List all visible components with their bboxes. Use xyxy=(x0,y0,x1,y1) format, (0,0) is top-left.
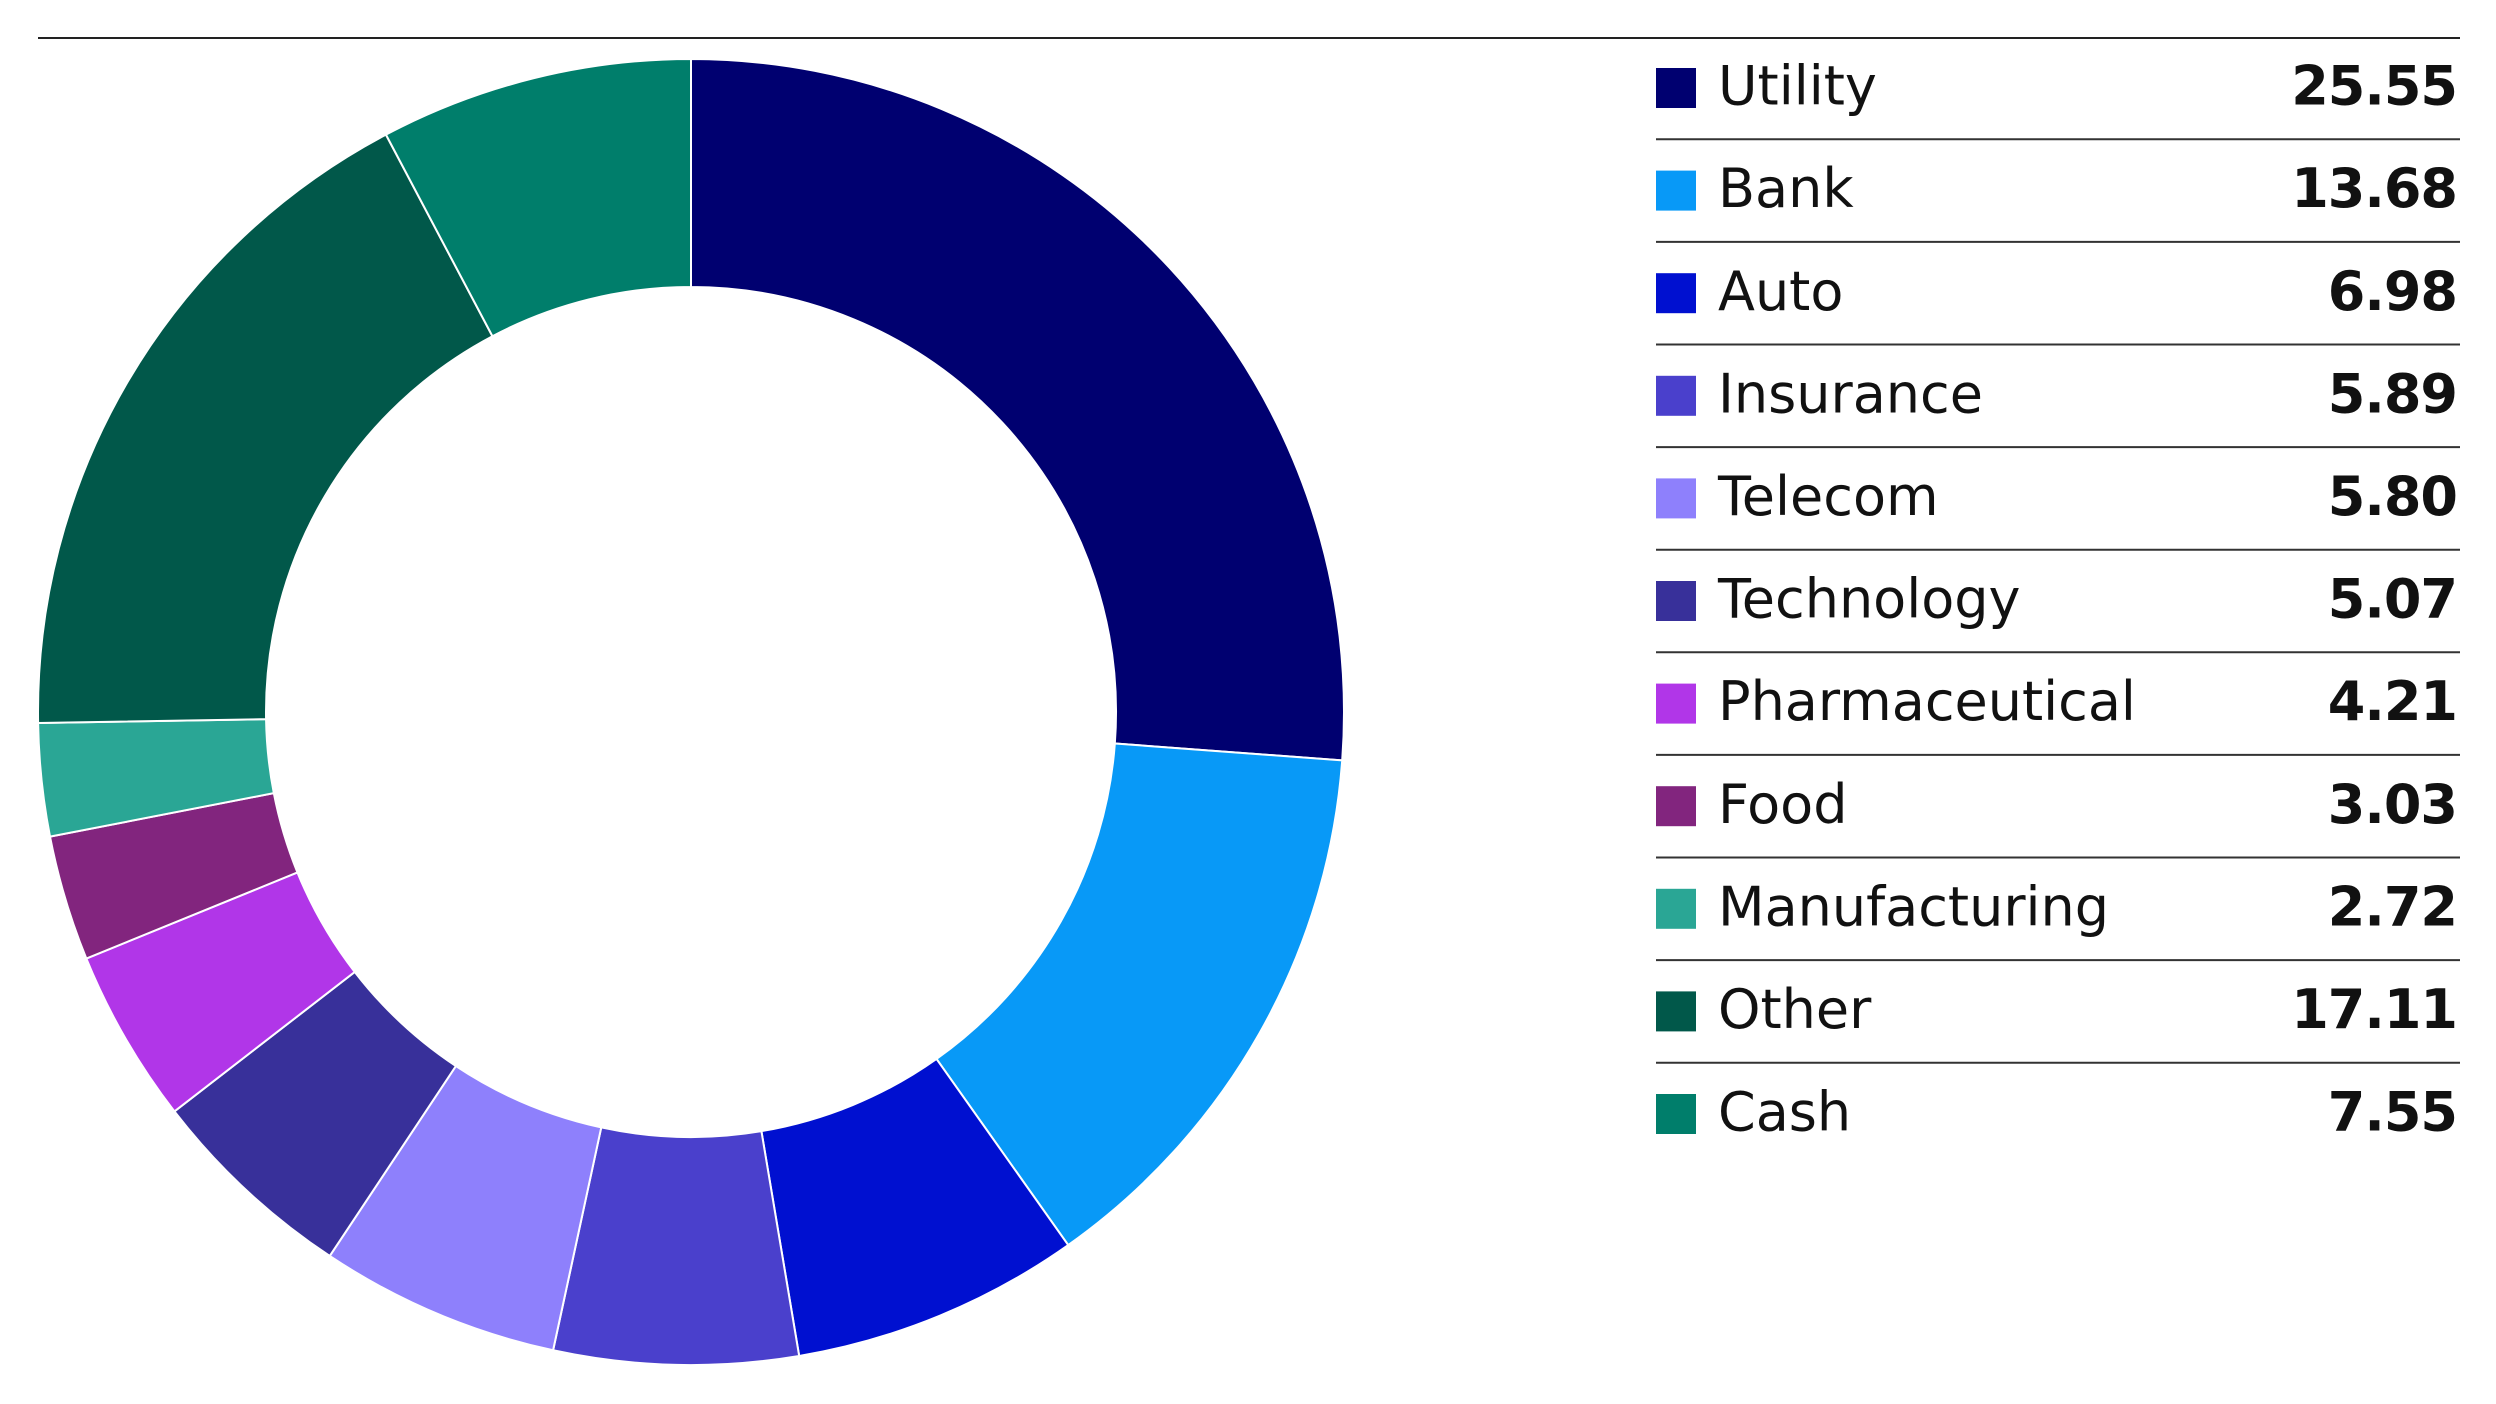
legend-swatch xyxy=(1656,68,1696,108)
legend-swatch xyxy=(1656,170,1696,211)
value-label: 25.55 xyxy=(2291,55,2457,118)
legend-label: Other xyxy=(1718,978,1872,1041)
legend-swatch xyxy=(1656,991,1696,1032)
value-label: 5.89 xyxy=(2328,362,2457,425)
value-label: 7.55 xyxy=(2328,1081,2457,1144)
legend-label: Cash xyxy=(1718,1081,1851,1144)
value-label: 13.68 xyxy=(2291,157,2457,220)
legend-label: Utility xyxy=(1718,55,1877,118)
value-label: 6.98 xyxy=(2328,260,2457,323)
donut-segment xyxy=(384,57,692,338)
value-label: 5.80 xyxy=(2328,465,2457,528)
donut-segment xyxy=(935,742,1344,1247)
legend-label: Manufacturing xyxy=(1718,875,2109,938)
legend-swatch xyxy=(1656,375,1696,416)
value-label: 3.03 xyxy=(2328,773,2457,836)
legend-swatch xyxy=(1656,581,1696,621)
legend-label: Bank xyxy=(1718,157,1854,220)
legend-label: Insurance xyxy=(1718,362,1983,425)
legend-label: Telecom xyxy=(1717,465,1939,528)
legend-label: Auto xyxy=(1718,260,1843,323)
legend-swatch xyxy=(1656,786,1696,827)
legend-swatch xyxy=(1656,683,1696,724)
value-label: 2.72 xyxy=(2328,875,2457,938)
donut-segment xyxy=(690,57,1345,762)
value-label: 17.11 xyxy=(2291,978,2457,1041)
legend-swatch xyxy=(1656,1094,1696,1134)
legend-label: Technology xyxy=(1717,568,2020,631)
value-label: 5.07 xyxy=(2328,568,2457,631)
legend-swatch xyxy=(1656,888,1696,929)
legend-swatch xyxy=(1656,273,1696,314)
legend-label: Pharmaceutical xyxy=(1718,670,2136,733)
donut-segment xyxy=(37,133,494,725)
legend-swatch xyxy=(1656,478,1696,519)
legend-label: Food xyxy=(1718,773,1848,836)
value-label: 4.21 xyxy=(2328,670,2457,733)
